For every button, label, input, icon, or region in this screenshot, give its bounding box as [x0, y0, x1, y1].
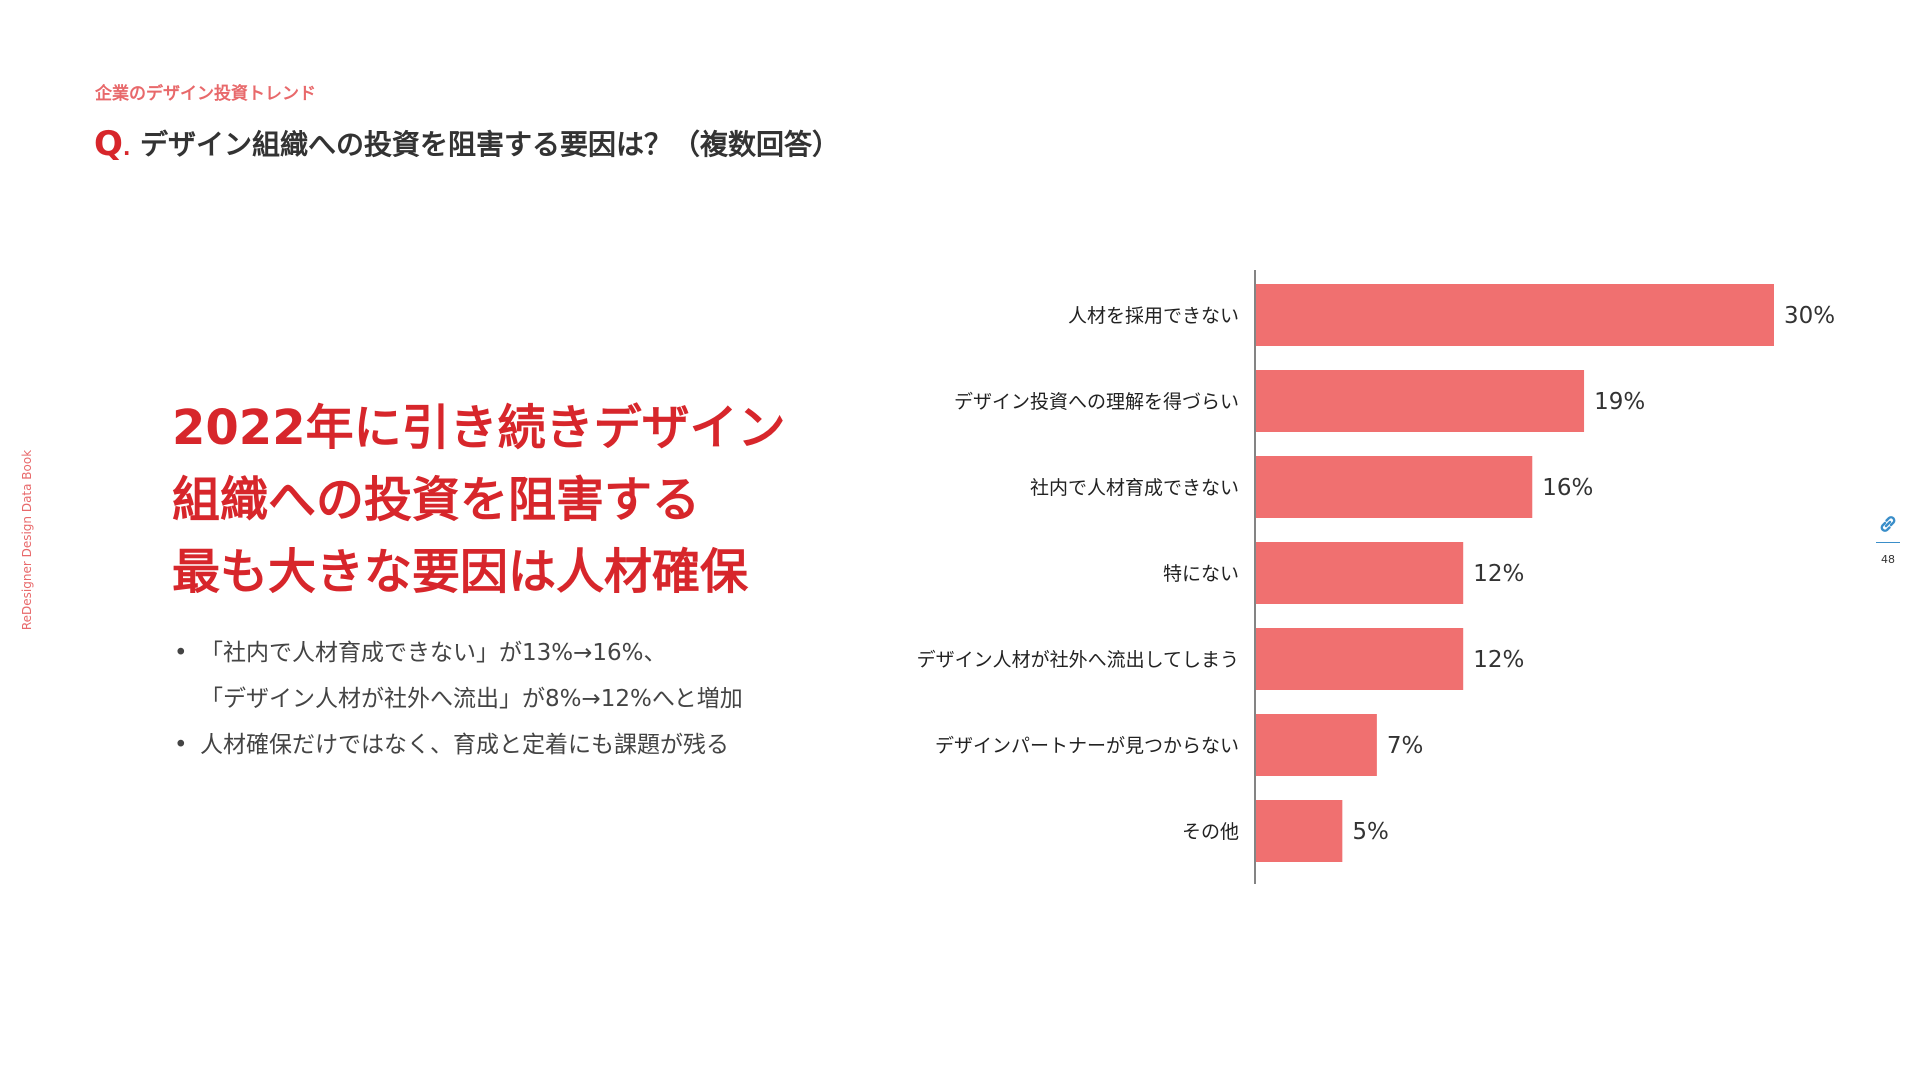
q-dot: .	[122, 136, 131, 160]
category-label: 企業のデザイン投資トレンド	[95, 84, 316, 104]
headline-line-1: 2022年に引き続きデザイン	[172, 400, 786, 456]
value-label-3: 16%	[1542, 475, 1593, 501]
question-mark-logo: Q.	[94, 127, 131, 161]
bar-chart-svg: 人材を採用できない 30% デザイン投資への理解を得づらい 19% 社内で人材育成できな…	[917, 270, 1835, 884]
category-label-1: 人材を採用できない	[1068, 305, 1239, 327]
link-icon	[1880, 516, 1896, 532]
bullet: •	[174, 732, 188, 758]
value-label-2: 19%	[1594, 389, 1645, 415]
value-label-4: 12%	[1473, 561, 1524, 587]
headline-line-3: 最も大きな要因は人材確保	[172, 544, 749, 600]
note-item-2: • 人材確保だけではなく、育成と定着にも課題が残る	[170, 722, 743, 768]
note-line: 「社内で人材育成できない」が13%→16%、	[200, 640, 667, 666]
bar-1	[1256, 284, 1774, 346]
page-number-rule	[1876, 542, 1900, 543]
category-label-7: その他	[1182, 821, 1239, 843]
category-label-2: デザイン投資への理解を得づらい	[954, 391, 1239, 413]
bullet: •	[174, 640, 188, 666]
value-label-5: 12%	[1473, 647, 1524, 673]
category-label-5: デザイン人材が社外へ流出してしまう	[917, 649, 1239, 671]
page-number: 48	[1881, 553, 1895, 566]
notes-list: • 「社内で人材育成できない」が13%→16%、 「デザイン人材が社外へ流出」が…	[170, 630, 743, 768]
category-label-4: 特にない	[1163, 563, 1239, 585]
note-line: 「デザイン人材が社外へ流出」が8%→12%へと増加	[200, 686, 743, 712]
side-label: ReDesigner Design Data Book	[20, 449, 34, 631]
bar-2	[1256, 370, 1585, 432]
category-label-3: 社内で人材育成できない	[1030, 477, 1239, 499]
note-line: 人材確保だけではなく、育成と定着にも課題が残る	[200, 732, 729, 758]
bar-chart: 人材を採用できない 30% デザイン投資への理解を得づらい 19% 社内で人材育成できな…	[860, 260, 1860, 900]
bar-5	[1256, 628, 1464, 690]
bar-7	[1256, 800, 1343, 862]
value-label-7: 5%	[1352, 819, 1389, 845]
bar-4	[1256, 542, 1464, 604]
value-label-1: 30%	[1784, 303, 1835, 329]
bar-3	[1256, 456, 1533, 518]
bar-6	[1256, 714, 1377, 776]
headline: 2022年に引き続きデザイン 組織への投資を阻害する 最も大きな要因は人材確保	[172, 392, 812, 608]
q-letter: Q	[94, 124, 123, 164]
value-label-6: 7%	[1387, 733, 1424, 759]
note-item-1: • 「社内で人材育成できない」が13%→16%、 「デザイン人材が社外へ流出」が…	[170, 630, 743, 722]
category-label-6: デザインパートナーが見つからない	[935, 735, 1239, 757]
headline-line-2: 組織への投資を阻害する	[172, 472, 701, 528]
page-title: デザイン組織への投資を阻害する要因は？（複数回答）	[140, 128, 841, 161]
